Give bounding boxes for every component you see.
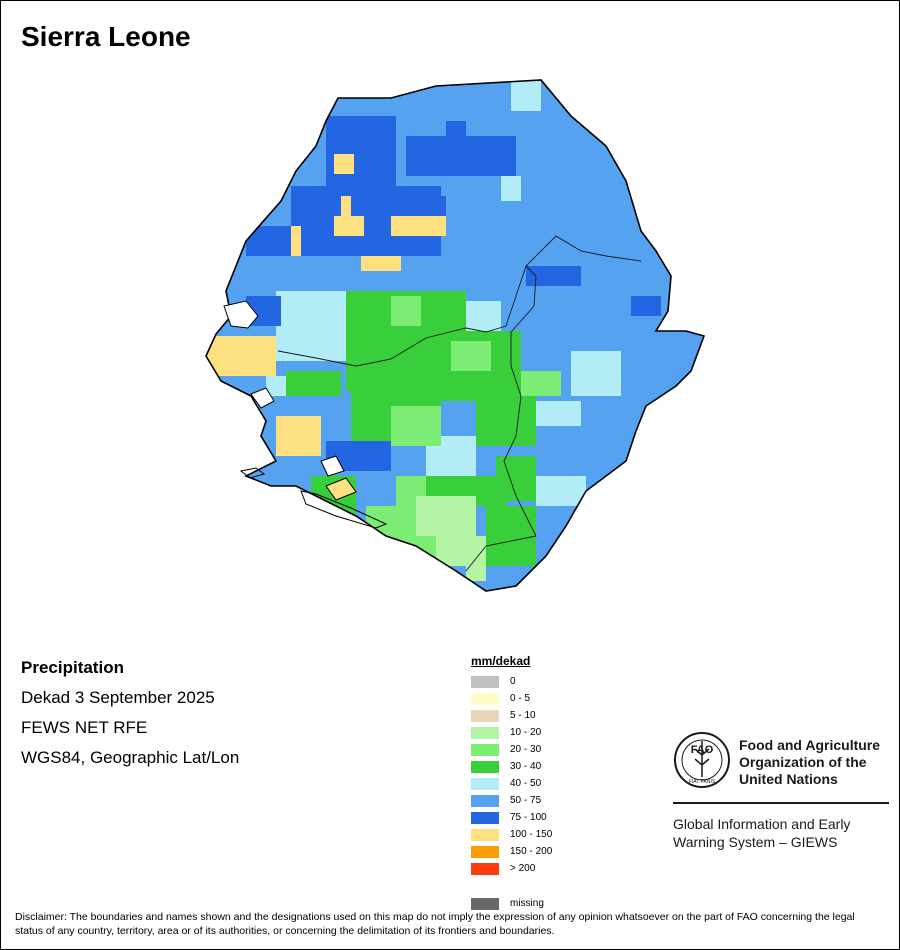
fao-logo-block: FAO FIAT PANIS Food and Agriculture Orga… bbox=[673, 731, 893, 861]
info-period: Dekad 3 September 2025 bbox=[21, 688, 215, 707]
legend-swatch bbox=[471, 828, 499, 841]
province-boundaries bbox=[277, 235, 642, 572]
legend-item: 5 - 10 bbox=[471, 707, 552, 724]
legend-label: > 200 bbox=[510, 863, 536, 874]
map-info: Precipitation Dekad 3 September 2025 FEW… bbox=[21, 657, 239, 777]
legend-label: 100 - 150 bbox=[510, 829, 553, 840]
legend-swatch bbox=[471, 777, 499, 790]
legend-label: 5 - 10 bbox=[510, 710, 536, 721]
legend-swatch bbox=[471, 862, 499, 875]
legend-label: 0 - 5 bbox=[510, 693, 531, 704]
legend-label: 0 bbox=[510, 676, 516, 687]
legend-swatch bbox=[471, 760, 499, 773]
legend: mm/dekad 0 0 - 5 5 - 10 10 - 20 20 - 30 30 - … bbox=[471, 654, 552, 912]
info-heading: Precipitation bbox=[21, 658, 124, 677]
giews-name: Global Information and Early Warning Sys… bbox=[673, 816, 851, 850]
info-projection: WGS84, Geographic Lat/Lon bbox=[21, 748, 240, 767]
legend-swatch bbox=[471, 709, 499, 722]
legend-item: 20 - 30 bbox=[471, 741, 552, 758]
sherbro-island bbox=[239, 467, 388, 529]
fao-org-name: Food and Agriculture Organization of the… bbox=[739, 737, 881, 787]
emblem-letters: FAO bbox=[691, 744, 714, 756]
legend-swatch bbox=[471, 726, 499, 739]
legend-swatch bbox=[471, 743, 499, 756]
legend-item: 50 - 75 bbox=[471, 792, 552, 809]
offshore-islands bbox=[325, 477, 357, 501]
legend-label-missing: missing bbox=[510, 898, 544, 909]
legend-swatch bbox=[471, 811, 499, 824]
legend-swatch bbox=[471, 675, 499, 688]
legend-classes: 0 0 - 5 5 - 10 10 - 20 20 - 30 30 - 40 40 - 50… bbox=[471, 673, 552, 877]
legend-item: 100 - 150 bbox=[471, 826, 552, 843]
fao-emblem-icon: FAO FIAT PANIS bbox=[674, 732, 730, 788]
legend-item: 75 - 100 bbox=[471, 809, 552, 826]
legend-label: 75 - 100 bbox=[510, 812, 547, 823]
precipitation-map bbox=[205, 79, 705, 592]
info-source: FEWS NET RFE bbox=[21, 718, 148, 737]
legend-item: 10 - 20 bbox=[471, 724, 552, 741]
legend-label: 10 - 20 bbox=[510, 727, 542, 738]
legend-label: 150 - 200 bbox=[510, 846, 553, 857]
legend-item: 40 - 50 bbox=[471, 775, 552, 792]
legend-label: 40 - 50 bbox=[510, 778, 542, 789]
legend-item: 0 - 5 bbox=[471, 690, 552, 707]
emblem-motto: FIAT PANIS bbox=[689, 779, 716, 785]
legend-swatch bbox=[471, 794, 499, 807]
map-title: Sierra Leone bbox=[21, 21, 191, 52]
rainfall-grid bbox=[206, 80, 704, 591]
legend-item: 150 - 200 bbox=[471, 843, 552, 860]
legend-label: 30 - 40 bbox=[510, 761, 542, 772]
legend-title: mm/dekad bbox=[471, 654, 531, 668]
legend-item-missing: missing bbox=[471, 895, 552, 912]
legend-swatch-missing bbox=[471, 897, 499, 910]
legend-swatch bbox=[471, 692, 499, 705]
legend-label: 50 - 75 bbox=[510, 795, 542, 806]
legend-item: 30 - 40 bbox=[471, 758, 552, 775]
logo-divider bbox=[673, 802, 889, 804]
coastal-inlets bbox=[223, 300, 345, 477]
disclaimer: Disclaimer: The boundaries and names sho… bbox=[15, 911, 855, 937]
legend-item: 0 bbox=[471, 673, 552, 690]
legend-swatch bbox=[471, 845, 499, 858]
legend-label: 20 - 30 bbox=[510, 744, 542, 755]
legend-item: > 200 bbox=[471, 860, 552, 877]
